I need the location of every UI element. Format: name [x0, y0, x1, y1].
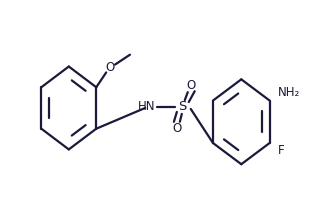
Text: S: S	[179, 100, 187, 114]
Text: O: O	[106, 61, 115, 74]
Text: NH₂: NH₂	[278, 86, 300, 99]
Text: O: O	[186, 79, 195, 92]
Text: F: F	[278, 144, 284, 157]
Text: HN: HN	[137, 100, 155, 114]
Text: O: O	[172, 122, 182, 135]
